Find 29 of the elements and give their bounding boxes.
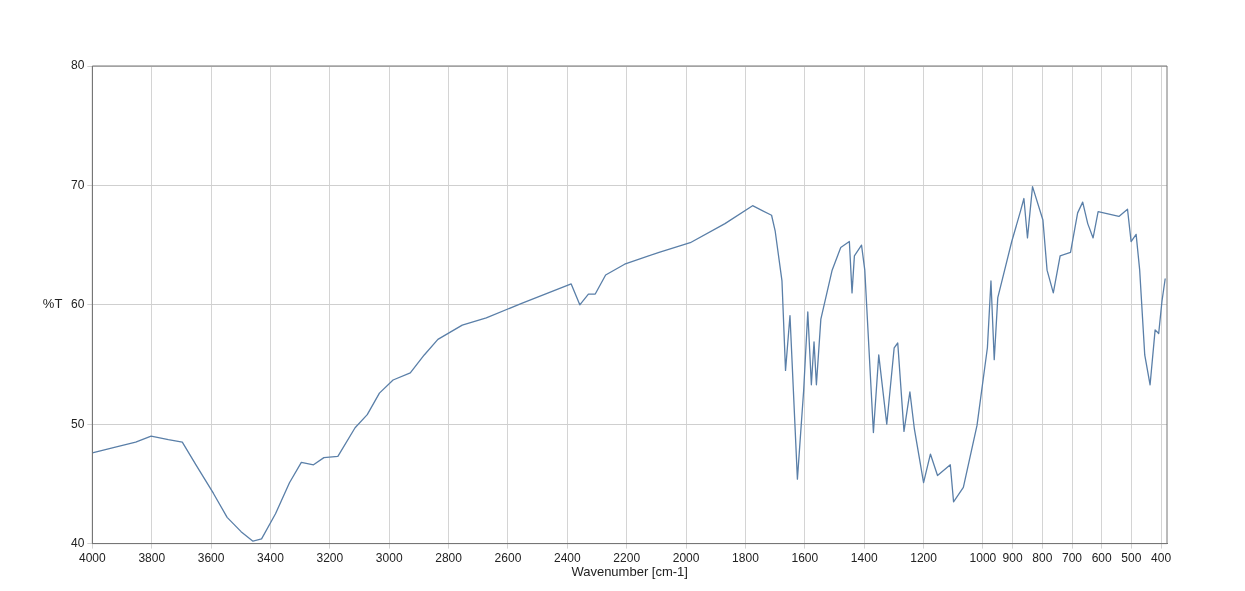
x-tick-label: 1400 [850,551,878,566]
x-tick-label: 3800 [138,551,166,566]
x-tick-label: 1800 [732,551,760,566]
x-tick-label: 800 [1032,551,1053,566]
x-tick-label: 2400 [553,551,581,566]
y-tick-label: 40 [70,535,85,550]
x-tick-label: 3600 [197,551,225,566]
y-tick-label: 70 [70,177,85,192]
x-tick-label: 3200 [316,551,344,566]
x-axis-title: Wavenumber [cm-1] [571,563,688,579]
x-tick-label: 400 [1151,551,1172,566]
y-tick-label: 80 [70,58,85,73]
x-tick-label: 500 [1121,551,1142,566]
x-tick-label: 3000 [375,551,403,566]
x-tick-label: 1600 [791,551,819,566]
x-tick-label: 700 [1061,551,1083,566]
x-tick-label: 2200 [613,551,641,566]
x-tick-label: 600 [1091,551,1113,566]
x-tick-label: 2000 [672,551,700,566]
x-tick-label: 3400 [257,551,285,566]
x-tick-label: 900 [1002,551,1023,566]
x-tick-label: 1000 [969,551,997,566]
x-tick-label: 2600 [494,551,522,566]
y-tick-label: 60 [70,297,85,312]
y-axis-title: %T [42,296,63,312]
x-tick-label: 2800 [435,551,463,566]
x-tick-label: 4000 [79,551,107,566]
x-tick-label: 1200 [910,551,938,566]
y-tick-label: 50 [70,416,85,431]
